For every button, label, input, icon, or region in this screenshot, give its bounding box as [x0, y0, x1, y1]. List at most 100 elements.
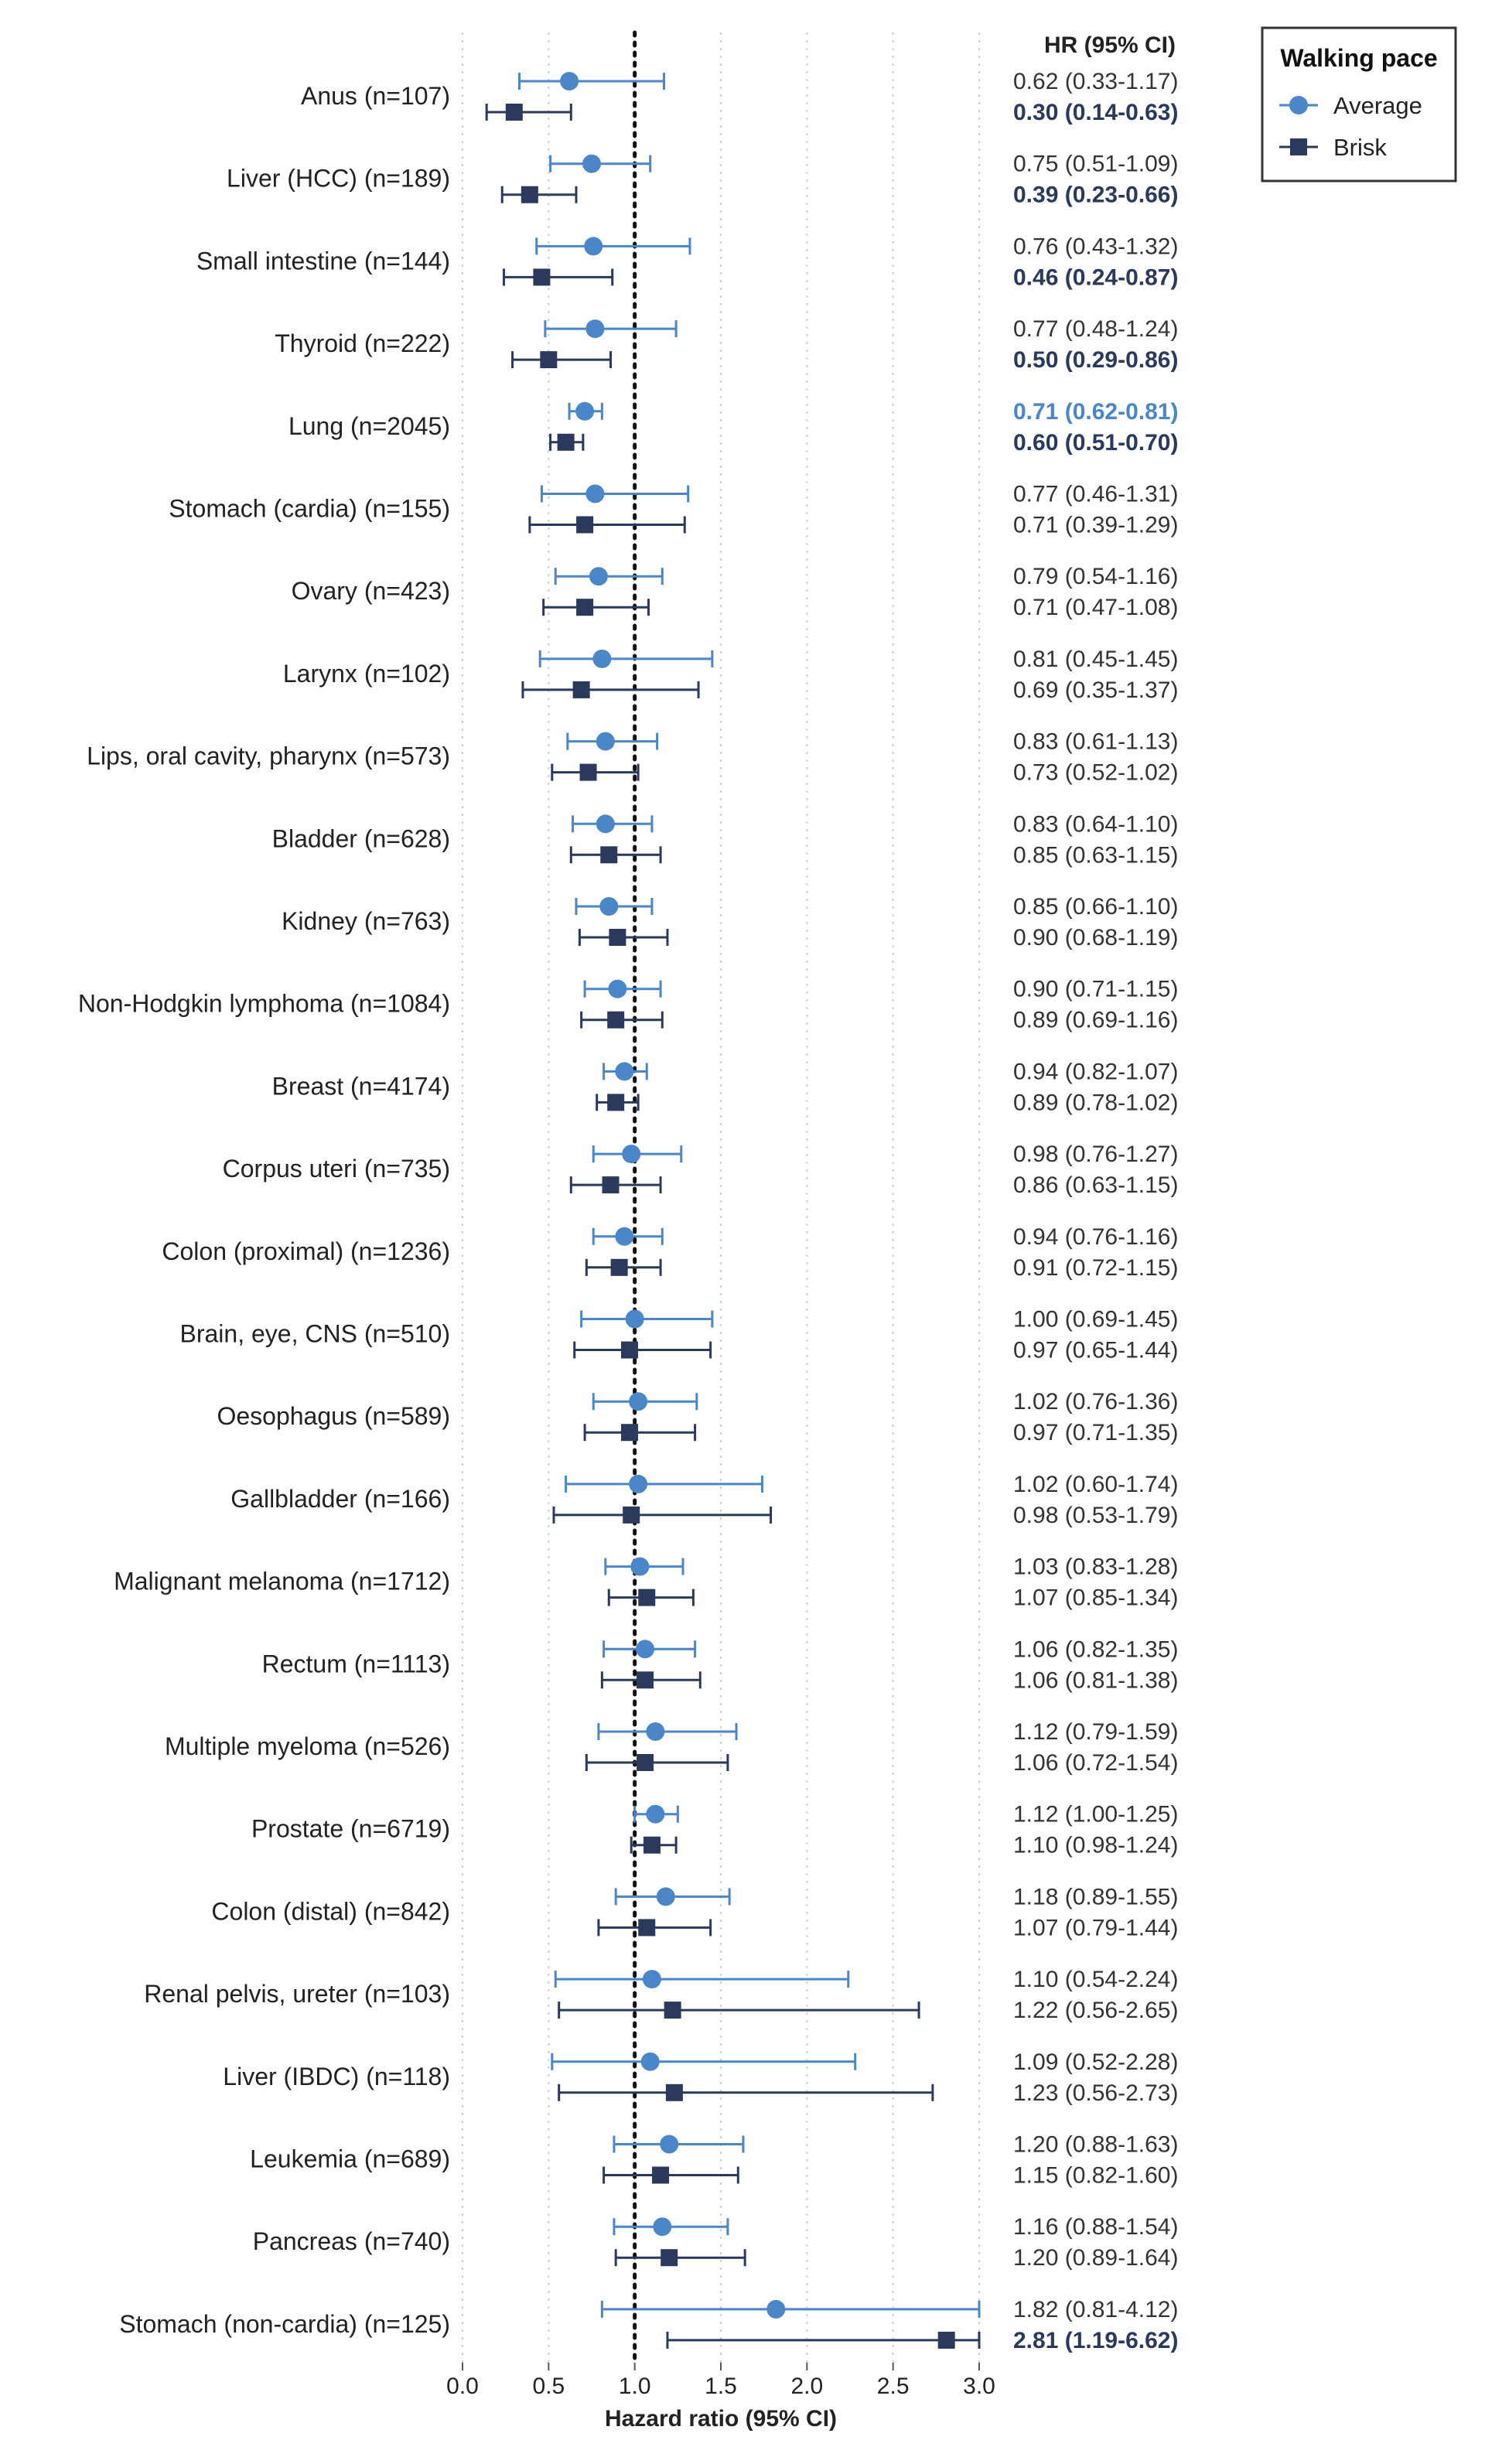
- row-label: Stomach (cardia) (n=155): [169, 495, 450, 523]
- average-point: [642, 1970, 661, 1989]
- average-hr-text: 1.82 (0.81-4.12): [1013, 2297, 1178, 2322]
- row-label: Ovary (n=423): [292, 577, 450, 605]
- row-group: Colon (distal) (n=842) 1.18 (0.89-1.55) 1.…: [211, 1884, 1178, 1940]
- row-label: Rectum (n=1113): [262, 1650, 450, 1677]
- row-label: Colon (proximal) (n=1236): [162, 1237, 450, 1265]
- row-label: Liver (HCC) (n=189): [227, 165, 450, 193]
- brisk-hr-text: 0.97 (0.65-1.44): [1013, 1338, 1178, 1363]
- average-hr-text: 0.94 (0.82-1.07): [1013, 1059, 1178, 1084]
- brisk-point: [579, 763, 597, 781]
- average-hr-text: 0.71 (0.62-0.81): [1013, 399, 1178, 425]
- legend-label-average: Average: [1333, 92, 1422, 119]
- average-point: [653, 2217, 672, 2237]
- row-label: Larynx (n=102): [283, 660, 450, 688]
- brisk-hr-text: 0.98 (0.53-1.79): [1013, 1503, 1178, 1528]
- row-label: Thyroid (n=222): [275, 329, 450, 357]
- row-group: Corpus uteri (n=735) 0.98 (0.76-1.27) 0.86…: [223, 1142, 1179, 1198]
- brisk-hr-text: 1.07 (0.79-1.44): [1013, 1915, 1178, 1940]
- average-hr-text: 1.02 (0.60-1.74): [1013, 1472, 1178, 1497]
- brisk-hr-text: 1.20 (0.89-1.64): [1013, 2245, 1178, 2271]
- row-group: Thyroid (n=222) 0.77 (0.48-1.24) 0.50 (0.2…: [275, 316, 1178, 373]
- average-hr-text: 1.10 (0.54-2.24): [1013, 1967, 1178, 1992]
- brisk-point: [620, 1341, 638, 1359]
- brisk-hr-text: 1.07 (0.85-1.34): [1013, 1585, 1178, 1611]
- average-hr-text: 1.09 (0.52-2.28): [1013, 2049, 1178, 2075]
- brisk-point: [607, 1011, 625, 1029]
- average-point: [636, 1640, 655, 1659]
- brisk-point: [937, 2331, 955, 2349]
- brisk-hr-text: 0.71 (0.47-1.08): [1013, 595, 1178, 620]
- average-hr-text: 1.02 (0.76-1.36): [1013, 1389, 1178, 1415]
- brisk-point: [557, 433, 575, 451]
- average-hr-text: 0.81 (0.45-1.45): [1013, 647, 1178, 672]
- row-label: Stomach (non-cardia) (n=125): [119, 2310, 450, 2338]
- row-group: Breast (n=4174) 0.94 (0.82-1.07) 0.89 (0.7…: [272, 1059, 1179, 1115]
- average-hr-text: 0.83 (0.64-1.10): [1013, 811, 1178, 837]
- average-point: [585, 484, 605, 503]
- brisk-point: [600, 846, 618, 864]
- brisk-point: [521, 186, 538, 203]
- x-tick-label: 1.0: [619, 2374, 651, 2399]
- row-label: Brain, eye, CNS (n=510): [180, 1320, 451, 1348]
- row-label: Breast (n=4174): [272, 1072, 450, 1100]
- row-label: Prostate (n=6719): [251, 1815, 450, 1843]
- brisk-point: [652, 2166, 670, 2184]
- x-axis-title: Hazard ratio (95% CI): [605, 2406, 837, 2432]
- row-label: Lips, oral cavity, pharynx (n=573): [87, 742, 450, 770]
- brisk-hr-text: 0.69 (0.35-1.37): [1013, 677, 1178, 703]
- average-point: [596, 732, 615, 751]
- brisk-point: [643, 1836, 661, 1854]
- brisk-hr-text: 1.15 (0.82-1.60): [1013, 2163, 1178, 2189]
- row-group: Gallbladder (n=166) 1.02 (0.60-1.74) 0.98 …: [230, 1472, 1178, 1528]
- brisk-point: [638, 1589, 656, 1606]
- brisk-hr-text: 0.46 (0.24-0.87): [1013, 264, 1178, 290]
- x-tick-label: 0.0: [446, 2374, 479, 2399]
- brisk-hr-text: 1.23 (0.56-2.73): [1013, 2080, 1178, 2106]
- brisk-point: [576, 516, 594, 534]
- row-group: Liver (IBDC) (n=118) 1.09 (0.52-2.28) 1.23…: [223, 2049, 1178, 2106]
- average-point: [582, 154, 601, 173]
- row-group: Ovary (n=423) 0.79 (0.54-1.16) 0.71 (0.47-…: [292, 564, 1179, 620]
- row-label: Gallbladder (n=166): [230, 1485, 450, 1513]
- row-group: Malignant melanoma (n=1712) 1.03 (0.83-1.…: [114, 1555, 1178, 1611]
- brisk-point: [665, 2083, 683, 2101]
- brisk-point: [540, 351, 558, 369]
- average-point: [766, 2299, 786, 2319]
- row-group: Liver (HCC) (n=189) 0.75 (0.51-1.09) 0.39 …: [227, 152, 1178, 208]
- average-hr-text: 1.12 (0.79-1.59): [1013, 1719, 1178, 1745]
- row-group: Lung (n=2045) 0.71 (0.62-0.81) 0.60 (0.51-…: [288, 399, 1179, 456]
- brisk-hr-text: 1.10 (0.98-1.24): [1013, 1833, 1178, 1858]
- average-point: [584, 237, 603, 256]
- row-label: Lung (n=2045): [288, 412, 450, 440]
- brisk-point: [610, 1258, 628, 1276]
- row-group: Kidney (n=763) 0.85 (0.66-1.10) 0.90 (0.68…: [282, 894, 1178, 950]
- brisk-point: [607, 1094, 625, 1111]
- average-hr-text: 0.77 (0.46-1.31): [1013, 482, 1178, 507]
- row-group: Stomach (non-cardia) (n=125) 1.82 (0.81-4…: [119, 2297, 1178, 2353]
- brisk-point: [661, 2249, 678, 2267]
- row-label: Kidney (n=763): [282, 907, 450, 935]
- legend-label-brisk: Brisk: [1333, 134, 1387, 161]
- legend: Walking pace Average Brisk: [1261, 26, 1457, 183]
- row-label: Anus (n=107): [301, 82, 450, 110]
- average-point: [629, 1392, 648, 1411]
- average-hr-text: 0.83 (0.61-1.13): [1013, 729, 1178, 755]
- average-point: [640, 2052, 660, 2071]
- average-hr-text: 1.03 (0.83-1.28): [1013, 1555, 1178, 1580]
- row-label: Bladder (n=628): [272, 824, 450, 852]
- average-hr-text: 1.18 (0.89-1.55): [1013, 1884, 1178, 1909]
- brisk-point: [572, 681, 590, 698]
- average-point: [599, 897, 619, 916]
- x-axis: 0.0 0.5 1.0 1.5 2.0 2.5 3.0: [446, 2363, 995, 2399]
- row-group: Rectum (n=1113) 1.06 (0.82-1.35) 1.06 (0.8…: [262, 1636, 1179, 1693]
- brisk-point: [638, 1919, 656, 1937]
- row-group: Small intestine (n=144) 0.76 (0.43-1.32) 0…: [196, 234, 1179, 290]
- brisk-hr-text: 0.85 (0.63-1.15): [1013, 842, 1178, 868]
- x-tick-label: 0.5: [532, 2374, 565, 2399]
- row-group: Multiple myeloma (n=526) 1.12 (0.79-1.59)…: [165, 1719, 1179, 1776]
- average-point: [622, 1145, 641, 1164]
- row-group: Stomach (cardia) (n=155) 0.77 (0.46-1.31)…: [169, 482, 1178, 538]
- average-hr-text: 0.79 (0.54-1.16): [1013, 564, 1178, 589]
- x-tick-label: 3.0: [963, 2374, 995, 2399]
